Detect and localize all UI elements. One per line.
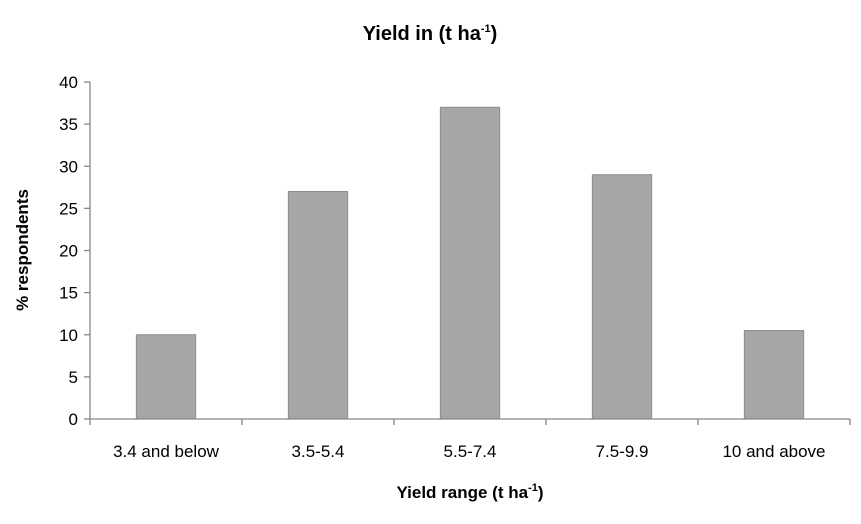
y-tick-label: 10 <box>59 326 78 345</box>
x-axis-ticks: 3.4 and below 3.5-5.4 5.5-7.4 7.5-9.9 10 and… <box>89 419 851 461</box>
bar <box>743 330 805 420</box>
y-tick-label: 20 <box>59 242 78 261</box>
y-tick-label: 5 <box>69 368 78 387</box>
y-tick-label: 15 <box>59 284 78 303</box>
y-tick-label: 35 <box>59 115 78 134</box>
x-tick-label: 3.5-5.4 <box>292 442 345 461</box>
y-axis-ticks: 0 5 10 15 20 25 30 35 40 <box>59 73 90 429</box>
bars-group <box>135 106 805 420</box>
y-tick-label: 40 <box>59 73 78 92</box>
chart-title: Yield in (t ha-1) <box>363 23 498 45</box>
y-tick-label: 30 <box>59 157 78 176</box>
x-tick-label: 3.4 and below <box>113 442 220 461</box>
x-tick-label: 5.5-7.4 <box>444 442 497 461</box>
bar <box>287 191 349 420</box>
bar <box>135 334 197 420</box>
y-axis-title: % respondents <box>13 189 32 311</box>
x-axis-title: Yield range (t ha-1) <box>396 482 543 502</box>
x-tick-label: 10 and above <box>722 442 825 461</box>
bar <box>591 174 653 420</box>
y-tick-label: 0 <box>69 410 78 429</box>
y-tick-label: 25 <box>59 199 78 218</box>
bar <box>439 106 501 420</box>
x-tick-label: 7.5-9.9 <box>596 442 649 461</box>
